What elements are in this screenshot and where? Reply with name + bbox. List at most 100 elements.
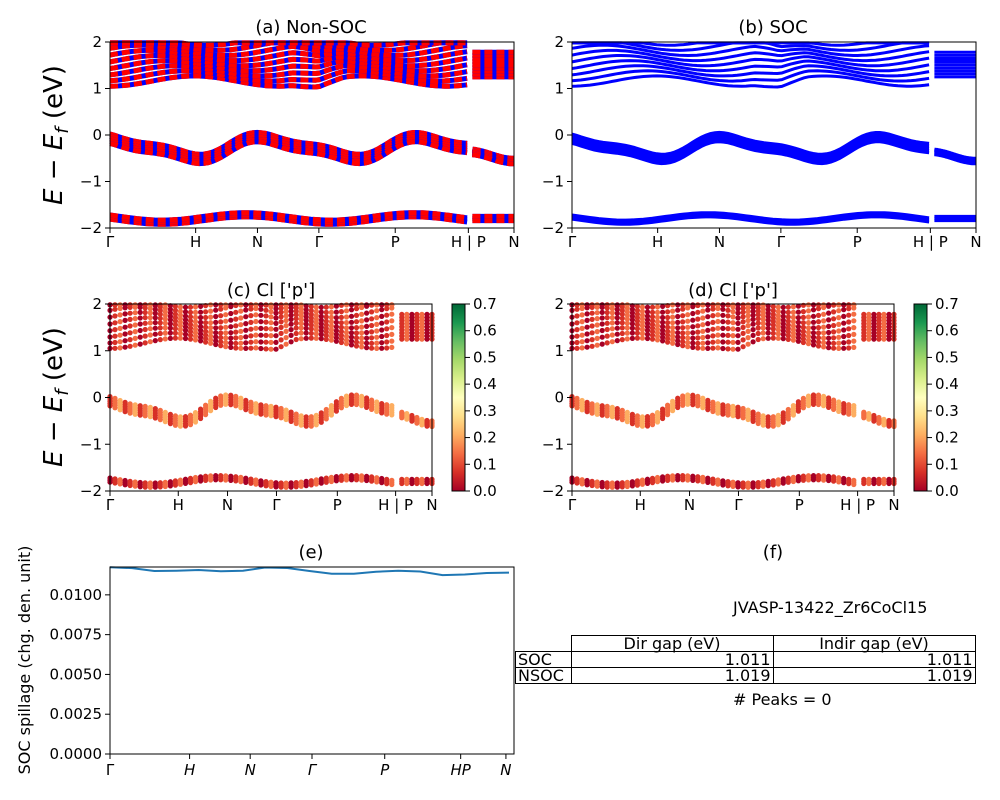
colorbar-tick-label: 0.5 — [935, 348, 959, 366]
colorbar-tick-label: 0.5 — [473, 348, 497, 366]
scatter-point — [273, 315, 279, 321]
scatter-point — [765, 423, 771, 429]
scatter-point — [343, 337, 350, 343]
scatter-point — [629, 335, 636, 341]
scatter-point — [318, 336, 324, 342]
scatter-point — [735, 306, 741, 312]
scatter-point — [328, 309, 334, 315]
scatter-point — [359, 324, 365, 330]
scatter-point — [785, 332, 791, 339]
scatter-point — [117, 345, 123, 351]
scatter-point — [690, 344, 696, 350]
scatter-point — [273, 310, 279, 316]
scatter-point — [579, 312, 585, 318]
scatter-point — [404, 311, 410, 317]
scatter-point — [147, 414, 153, 420]
y-tick-label: 0 — [554, 389, 564, 407]
scatter-point — [705, 302, 711, 308]
scatter-point — [359, 403, 365, 409]
scatter-point — [343, 325, 350, 331]
x-tick-label: P — [333, 496, 342, 514]
scatter-point — [594, 342, 600, 348]
scatter-point — [147, 310, 153, 316]
scatter-point — [283, 341, 289, 347]
scatter-point — [695, 345, 701, 351]
scatter-point — [258, 339, 264, 345]
scatter-point — [584, 331, 590, 337]
x-tick-label: N — [714, 233, 725, 251]
scatter-point — [871, 311, 877, 317]
scatter-point — [750, 332, 756, 338]
scatter-point — [639, 335, 646, 341]
scatter-point — [609, 302, 615, 308]
scatter-point — [705, 334, 711, 340]
x-tick-label: N — [426, 496, 437, 514]
scatter-point — [137, 302, 143, 308]
scatter-point — [785, 318, 791, 324]
scatter-point — [218, 330, 224, 336]
scatter-point — [268, 314, 274, 320]
scatter-point — [117, 312, 123, 318]
scatter-point — [389, 311, 395, 317]
scatter-point — [127, 330, 133, 336]
scatter-point — [624, 320, 630, 326]
scatter-point — [359, 335, 365, 341]
scatter-point — [695, 316, 701, 322]
scatter-point — [634, 322, 641, 328]
scatter-point — [760, 422, 766, 428]
scatter-point — [826, 335, 832, 341]
scatter-point — [604, 333, 610, 339]
scatter-point — [172, 422, 178, 428]
scatter-point — [614, 315, 620, 321]
scatter-point — [343, 329, 350, 335]
scatter-point — [369, 406, 375, 412]
scatter-point — [328, 323, 334, 329]
scatter-point — [826, 302, 832, 308]
scatter-point — [886, 423, 892, 429]
scatter-point — [710, 333, 716, 339]
scatter-point — [644, 423, 651, 429]
scatter-point — [333, 474, 339, 480]
colorbar-tick-label: 0.7 — [935, 295, 959, 313]
y-tick-label: 1 — [554, 342, 564, 360]
scatter-point — [343, 402, 350, 409]
scatter-point — [132, 479, 138, 485]
scatter-point — [815, 325, 822, 331]
scatter-point — [574, 405, 580, 411]
scatter-point — [172, 307, 178, 313]
scatter-point — [730, 479, 736, 485]
scatter-point — [675, 319, 681, 325]
band-line — [571, 54, 930, 68]
scatter-point — [770, 478, 776, 484]
scatter-point — [233, 316, 239, 322]
scatter-point — [369, 335, 375, 341]
scatter-point — [333, 303, 339, 309]
panel-b-title: (b) SOC — [738, 17, 807, 38]
band-line — [571, 59, 930, 73]
scatter-point — [142, 320, 148, 326]
scatter-point — [374, 308, 380, 314]
scatter-point — [614, 310, 620, 316]
scatter-point — [619, 311, 625, 317]
scatter-point — [730, 339, 736, 345]
scatter-point — [142, 480, 148, 486]
scatter-point — [846, 319, 852, 325]
scatter-point — [649, 422, 656, 428]
scatter-point — [338, 309, 344, 315]
scatter-point — [846, 332, 852, 339]
scatter-point — [760, 325, 766, 331]
scatter-point — [228, 317, 234, 323]
scatter-point — [127, 343, 133, 349]
scatter-point — [172, 335, 178, 341]
band-line — [934, 153, 976, 166]
scatter-point — [881, 311, 887, 317]
scatter-point — [775, 331, 781, 337]
scatter-point — [765, 330, 771, 336]
scatter-point — [278, 337, 284, 343]
scatter-point — [303, 335, 309, 341]
scatter-point — [881, 422, 887, 428]
table-header-dir: Dir gap (eV) — [570, 635, 774, 652]
scatter-point — [288, 480, 294, 486]
scatter-point — [127, 478, 133, 484]
scatter-point — [654, 474, 661, 481]
